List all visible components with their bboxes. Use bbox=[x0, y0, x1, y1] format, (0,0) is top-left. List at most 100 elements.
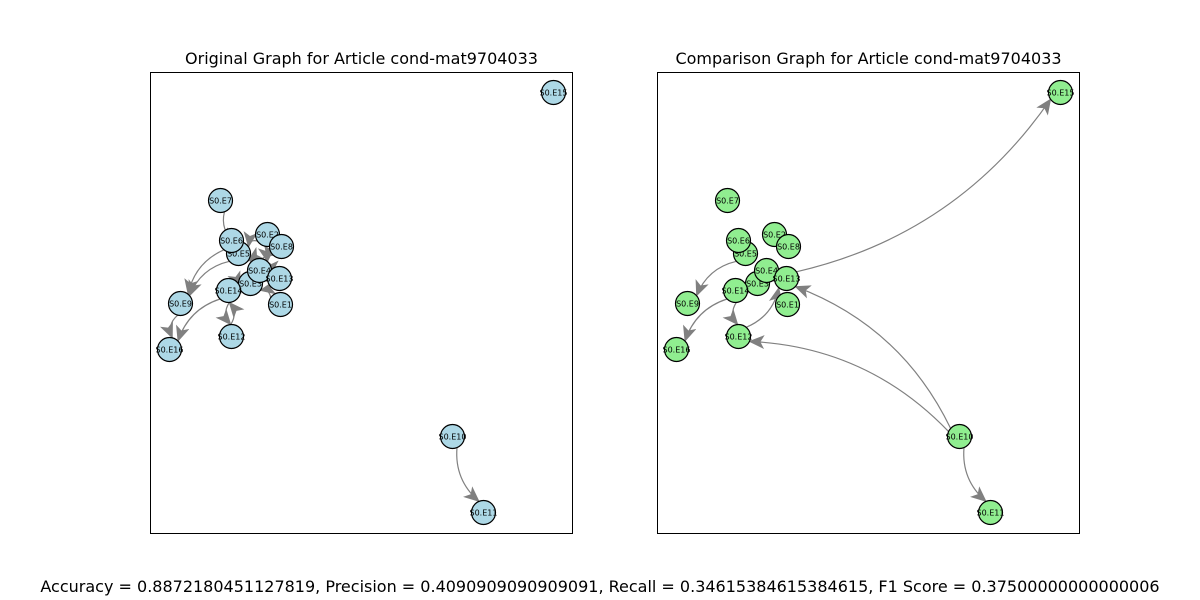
comparison-node-s0-e9: S0.E9 bbox=[674, 290, 701, 317]
original-node-label-s0-e3: S0.E3 bbox=[239, 280, 262, 289]
comparison-node-label-s0-e15: S0.E15 bbox=[1047, 89, 1075, 98]
original-node-label-s0-e13: S0.E13 bbox=[266, 275, 294, 284]
comparison-node-s0-e11: S0.E11 bbox=[977, 499, 1005, 526]
comparison-edge-s0-e14-to-s0-e16 bbox=[683, 298, 728, 342]
original-node-circle-s0-e15 bbox=[540, 79, 567, 106]
original-node-s0-e12: S0.E12 bbox=[218, 323, 246, 350]
original-graph-frame bbox=[150, 72, 573, 534]
original-node-label-s0-e11: S0.E11 bbox=[470, 509, 498, 518]
comparison-edge-s0-e10-to-s0-e11 bbox=[963, 447, 987, 503]
comparison-node-s0-e14: S0.E14 bbox=[722, 277, 750, 304]
original-edge-s0-e1-to-s0-e3 bbox=[259, 280, 277, 298]
original-node-circle-s0-e6 bbox=[218, 227, 245, 254]
original-node-s0-e9: S0.E9 bbox=[167, 290, 194, 317]
original-node-circle-s0-e14 bbox=[215, 277, 242, 304]
original-node-label-s0-e9: S0.E9 bbox=[169, 300, 192, 309]
comparison-edge-s0-e10-to-s0-e13 bbox=[794, 285, 952, 429]
comparison-node-circle-s0-e16 bbox=[663, 336, 690, 363]
comparison-node-circle-s0-e13 bbox=[773, 265, 800, 292]
original-graph-panel: Original Graph for Article cond-mat97040… bbox=[150, 49, 573, 534]
comparison-node-label-s0-e9: S0.E9 bbox=[676, 300, 699, 309]
comparison-edge-s0-e12-to-s0-e13 bbox=[745, 286, 783, 328]
comparison-node-circle-s0-e8 bbox=[775, 233, 802, 260]
original-edge-s0-e14-to-s0-e12 bbox=[215, 302, 232, 326]
comparison-node-s0-e15: S0.E15 bbox=[1047, 79, 1075, 106]
metrics-summary: Accuracy = 0.8872180451127819, Precision… bbox=[40, 577, 1160, 596]
original-graph-title: Original Graph for Article cond-mat97040… bbox=[185, 49, 538, 68]
comparison-node-s0-e8: S0.E8 bbox=[775, 233, 802, 260]
original-node-label-s0-e8: S0.E8 bbox=[270, 243, 293, 252]
comparison-graph-edges bbox=[683, 98, 1052, 503]
comparison-node-label-s0-e16: S0.E16 bbox=[663, 346, 691, 355]
comparison-node-circle-s0-e14 bbox=[722, 277, 749, 304]
comparison-node-label-s0-e12: S0.E12 bbox=[725, 333, 753, 342]
original-graph-edges bbox=[160, 211, 480, 503]
original-node-label-s0-e4: S0.E4 bbox=[248, 267, 271, 276]
original-edge-s0-e4-to-s0-e2 bbox=[261, 245, 280, 263]
original-edge-s0-e9-to-s0-e16 bbox=[160, 314, 179, 339]
original-node-label-s0-e7: S0.E7 bbox=[209, 197, 232, 206]
comparison-edge-s0-e14-to-s0-e12 bbox=[722, 302, 739, 326]
original-node-circle-s0-e1 bbox=[267, 291, 294, 318]
original-node-label-s0-e6: S0.E6 bbox=[220, 237, 243, 246]
comparison-node-circle-s0-e12 bbox=[725, 323, 752, 350]
original-node-s0-e10: S0.E10 bbox=[439, 423, 467, 450]
comparison-node-label-s0-e6: S0.E6 bbox=[727, 237, 750, 246]
original-edge-s0-e5-to-s0-e9 bbox=[188, 260, 230, 297]
comparison-node-circle-s0-e11 bbox=[977, 499, 1004, 526]
original-node-circle-s0-e10 bbox=[439, 423, 466, 450]
comparison-node-circle-s0-e7 bbox=[714, 187, 741, 214]
comparison-graph-nodes: S0.E1 S0.E2 S0.E3 S0.E4 S0.E5 S0.E6 S0.E7 S0.E8… bbox=[663, 79, 1075, 526]
original-node-circle-s0-e8 bbox=[268, 233, 295, 260]
original-node-circle-s0-e12 bbox=[218, 323, 245, 350]
original-node-label-s0-e12: S0.E12 bbox=[218, 333, 246, 342]
comparison-node-label-s0-e4: S0.E4 bbox=[755, 267, 778, 276]
comparison-node-label-s0-e11: S0.E11 bbox=[977, 509, 1005, 518]
original-edge-s0-e10-to-s0-e11 bbox=[456, 447, 480, 503]
original-node-s0-e15: S0.E15 bbox=[540, 79, 568, 106]
original-node-circle-s0-e13 bbox=[266, 265, 293, 292]
original-node-label-s0-e10: S0.E10 bbox=[439, 433, 467, 442]
comparison-graph-frame bbox=[657, 72, 1080, 534]
original-node-circle-s0-e16 bbox=[156, 336, 183, 363]
comparison-node-circle-s0-e1 bbox=[774, 291, 801, 318]
comparison-node-s0-e1: S0.E1 bbox=[774, 291, 801, 318]
comparison-graph-panel: Comparison Graph for Article cond-mat970… bbox=[657, 49, 1080, 534]
original-edge-s0-e8-to-s0-e4 bbox=[257, 245, 274, 263]
comparison-graph-title: Comparison Graph for Article cond-mat970… bbox=[675, 49, 1061, 68]
original-node-s0-e1: S0.E1 bbox=[267, 291, 294, 318]
original-node-label-s0-e5: S0.E5 bbox=[227, 250, 250, 259]
original-edge-s0-e12-to-s0-e14 bbox=[228, 301, 245, 325]
comparison-node-label-s0-e7: S0.E7 bbox=[716, 197, 739, 206]
original-node-label-s0-e15: S0.E15 bbox=[540, 89, 568, 98]
comparison-node-label-s0-e1: S0.E1 bbox=[776, 301, 799, 310]
comparison-node-circle-s0-e15 bbox=[1047, 79, 1074, 106]
comparison-node-label-s0-e10: S0.E10 bbox=[946, 433, 974, 442]
comparison-node-label-s0-e14: S0.E14 bbox=[722, 287, 750, 296]
original-node-s0-e16: S0.E16 bbox=[156, 336, 184, 363]
original-edge-s0-e14-to-s0-e16 bbox=[176, 298, 221, 342]
comparison-node-label-s0-e8: S0.E8 bbox=[777, 243, 800, 252]
original-node-s0-e8: S0.E8 bbox=[268, 233, 295, 260]
original-node-label-s0-e2: S0.E2 bbox=[256, 231, 279, 240]
comparison-node-s0-e7: S0.E7 bbox=[714, 187, 741, 214]
comparison-node-s0-e16: S0.E16 bbox=[663, 336, 691, 363]
original-node-label-s0-e14: S0.E14 bbox=[215, 287, 243, 296]
comparison-node-s0-e10: S0.E10 bbox=[946, 423, 974, 450]
comparison-edge-s0-e5-to-s0-e9 bbox=[695, 260, 737, 297]
original-node-circle-s0-e7 bbox=[207, 187, 234, 214]
original-node-s0-e11: S0.E11 bbox=[470, 499, 498, 526]
original-node-s0-e14: S0.E14 bbox=[215, 277, 243, 304]
original-node-s0-e6: S0.E6 bbox=[218, 227, 245, 254]
original-node-label-s0-e16: S0.E16 bbox=[156, 346, 184, 355]
comparison-edge-s0-e13-to-s0-e15 bbox=[796, 98, 1052, 273]
original-node-circle-s0-e11 bbox=[470, 499, 497, 526]
comparison-node-label-s0-e5: S0.E5 bbox=[734, 250, 757, 259]
original-edge-s0-e2-to-s0-e5 bbox=[243, 231, 258, 248]
comparison-node-label-s0-e2: S0.E2 bbox=[763, 231, 786, 240]
original-node-s0-e7: S0.E7 bbox=[207, 187, 234, 214]
comparison-node-s0-e12: S0.E12 bbox=[725, 323, 753, 350]
original-node-s0-e4: S0.E4 bbox=[246, 257, 273, 284]
original-node-s0-e13: S0.E13 bbox=[266, 265, 294, 292]
comparison-edge-s0-e10-to-s0-e12 bbox=[748, 335, 950, 433]
